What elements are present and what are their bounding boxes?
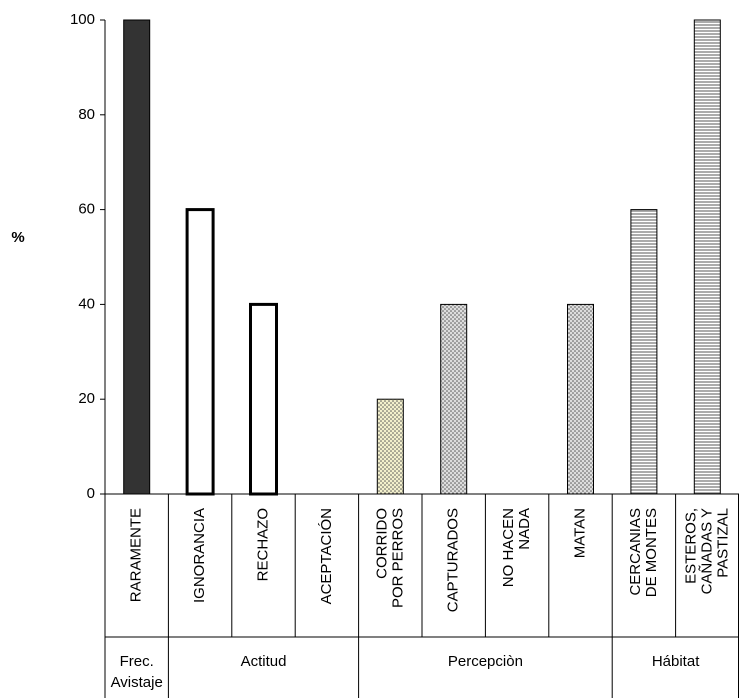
x-tick-label: MATAN: [571, 508, 588, 558]
y-tick-label: 20: [78, 390, 95, 407]
bar: [377, 399, 403, 494]
x-tick-label: CAÑADAS Y: [698, 508, 715, 594]
bar: [187, 210, 213, 494]
y-axis-label: %: [11, 229, 24, 246]
bar: [251, 304, 277, 494]
x-tick-label: ACEPTACIÓN: [318, 508, 335, 604]
x-tick-label: NO HACEN: [500, 508, 517, 587]
x-tick-label: PASTIZAL: [714, 508, 731, 578]
group-label: Percepciòn: [448, 653, 523, 670]
chart: % 0 20 40 60 80 100 RARAMENTE IGNORANCIA RECHAZO…: [0, 0, 739, 698]
y-tick-label: 40: [78, 295, 95, 312]
y-tick-label: 60: [78, 201, 95, 218]
x-tick-label: CERCANIAS: [627, 508, 644, 596]
bar: [694, 20, 720, 494]
x-tick-label: POR PERROS: [389, 508, 406, 608]
x-tick-label: ESTEROS,: [682, 508, 699, 584]
bar: [441, 304, 467, 494]
x-tick-label: DE MONTES: [643, 508, 660, 597]
y-tick-label: 0: [87, 485, 95, 502]
x-tick-label: RECHAZO: [254, 508, 271, 581]
x-tick-label: NADA: [516, 508, 533, 550]
group-label: Actitud: [241, 653, 287, 670]
x-tick-label: RARAMENTE: [128, 508, 145, 602]
bar: [568, 304, 594, 494]
x-tick-label: CORRIDO: [373, 508, 390, 579]
bar: [631, 210, 657, 494]
group-label: Avistaje: [111, 674, 163, 691]
group-label: Frec.: [120, 653, 154, 670]
bar: [124, 20, 150, 494]
x-tick-label: IGNORANCIA: [191, 508, 208, 603]
y-tick-label: 100: [70, 11, 95, 28]
y-tick-label: 80: [78, 106, 95, 123]
x-tick-label: CAPTURADOS: [445, 508, 462, 612]
group-label: Hábitat: [652, 653, 700, 670]
